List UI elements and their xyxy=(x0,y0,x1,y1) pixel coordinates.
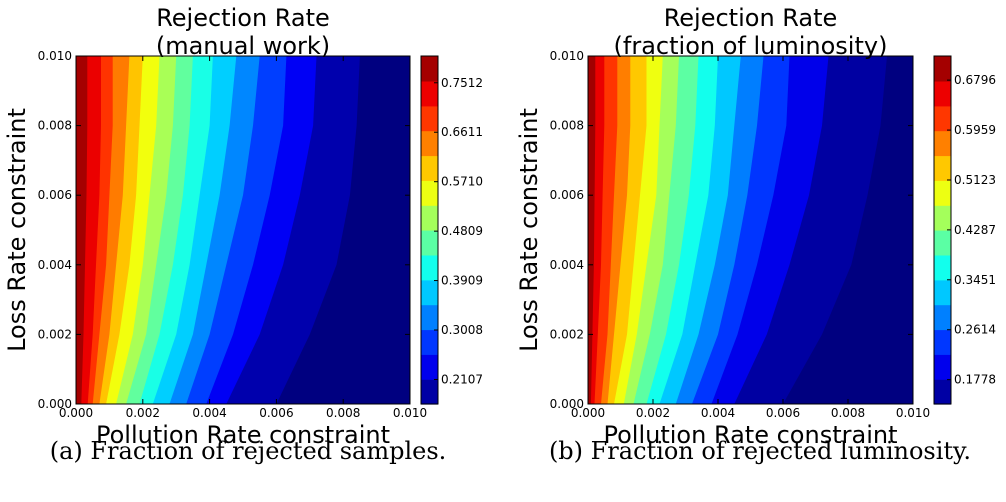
chart-title: Rejection Rate xyxy=(156,4,330,32)
colorbar-segment xyxy=(934,329,951,355)
colorbar-segment xyxy=(421,105,438,132)
colorbar-tick-label: 0.7512 xyxy=(441,76,483,90)
x-tick-label: 0.008 xyxy=(326,406,360,420)
plot-frame xyxy=(587,55,914,405)
x-tick-label: 0.006 xyxy=(259,406,293,420)
colorbar-segment xyxy=(421,130,438,157)
contour-band xyxy=(588,56,596,404)
colorbar-tick-label: 0.6611 xyxy=(441,125,483,139)
colorbar-tick-label: 0.4287 xyxy=(954,223,996,237)
x-axis-label: Pollution Rate constraint xyxy=(604,421,898,449)
colorbar-tick-label: 0.4809 xyxy=(441,224,483,238)
y-tick-label: 0.002 xyxy=(38,327,72,341)
chart-subtitle: (fraction of luminosity) xyxy=(614,32,888,60)
colorbar-tick-label: 0.6796 xyxy=(954,73,996,87)
colorbar-tick-label: 0.2107 xyxy=(441,372,483,386)
colorbar-segment xyxy=(421,254,438,281)
chart-title: Rejection Rate xyxy=(664,4,838,32)
colorbar-segment xyxy=(421,230,438,256)
colorbar-segment xyxy=(934,379,951,405)
colorbar-segment xyxy=(421,155,438,181)
colorbar-segment xyxy=(421,329,438,355)
y-tick-label: 0.000 xyxy=(38,397,72,411)
colorbar-frame xyxy=(420,55,439,405)
x-tick-label: 0.002 xyxy=(126,406,160,420)
y-tick-label: 0.010 xyxy=(550,49,584,63)
colorbar-segment xyxy=(421,180,438,206)
x-tick-label: 0.006 xyxy=(766,406,800,420)
colorbar-segment xyxy=(934,230,951,256)
y-axis-label: Loss Rate constraint xyxy=(515,108,543,352)
y-tick-label: 0.010 xyxy=(38,49,72,63)
colorbar-tick-label: 0.2614 xyxy=(954,323,996,337)
y-tick-label: 0.006 xyxy=(38,188,72,202)
y-axis-label: Loss Rate constraint xyxy=(3,108,31,352)
colorbar-segment xyxy=(421,279,438,306)
colorbar-tick-label: 0.3008 xyxy=(441,323,483,337)
colorbar-segment xyxy=(934,205,951,231)
x-tick-label: 0.004 xyxy=(192,406,226,420)
x-tick-label: 0.000 xyxy=(571,406,605,420)
colorbar-tick-label: 0.5123 xyxy=(954,173,996,187)
x-axis-label: Pollution Rate constraint xyxy=(96,421,390,449)
colorbar-segment xyxy=(934,304,951,331)
plot-frame xyxy=(75,55,411,405)
colorbar-segment xyxy=(934,354,951,380)
x-tick-label: 0.008 xyxy=(831,406,865,420)
caption-a: (a) Fraction of rejected samples. xyxy=(49,437,447,465)
colorbar-tick-label: 0.5710 xyxy=(441,175,483,189)
y-tick-label: 0.004 xyxy=(38,258,72,272)
colorbar-tick-label: 0.3909 xyxy=(441,274,483,288)
chart-a: 0.000 0.002 0.004 0.006 0.008 0.010 0.000 0.002… xyxy=(3,4,483,449)
colorbar-segment xyxy=(421,379,438,405)
colorbar-tick-label: 0.5959 xyxy=(954,123,996,137)
y-tick-label: 0.006 xyxy=(550,188,584,202)
colorbar-segment xyxy=(421,80,438,107)
colorbar-segment xyxy=(421,304,438,331)
caption-b: (b) Fraction of rejected luminosity. xyxy=(548,437,972,465)
x-tick-label: 0.010 xyxy=(393,406,427,420)
colorbar-segment xyxy=(934,80,951,107)
chart-b: 0.000 0.002 0.004 0.006 0.008 0.010 0.000 0.002… xyxy=(515,4,996,449)
colorbar-segment xyxy=(934,105,951,132)
colorbar-segment xyxy=(421,205,438,231)
colorbar-segment xyxy=(934,155,951,181)
colorbar-tick-label: 0.1778 xyxy=(954,373,996,387)
colorbar-segment xyxy=(934,56,951,82)
y-tick-label: 0.008 xyxy=(38,119,72,133)
y-tick-label: 0.004 xyxy=(550,258,584,272)
x-tick-label: 0.004 xyxy=(701,406,735,420)
colorbar-segment xyxy=(421,354,438,380)
colorbar-segment xyxy=(934,130,951,157)
chart-subtitle: (manual work) xyxy=(156,32,330,60)
y-tick-label: 0.002 xyxy=(550,327,584,341)
colorbar-segment xyxy=(934,254,951,281)
x-tick-label: 0.010 xyxy=(896,406,930,420)
y-tick-label: 0.008 xyxy=(550,119,584,133)
x-tick-label: 0.000 xyxy=(59,406,93,420)
colorbar-segment xyxy=(934,180,951,206)
y-tick-label: 0.000 xyxy=(550,397,584,411)
x-tick-label: 0.002 xyxy=(636,406,670,420)
colorbar-segment xyxy=(421,56,438,82)
colorbar-segment xyxy=(934,279,951,306)
colorbar-tick-label: 0.3451 xyxy=(954,273,996,287)
contour-band xyxy=(76,56,88,404)
